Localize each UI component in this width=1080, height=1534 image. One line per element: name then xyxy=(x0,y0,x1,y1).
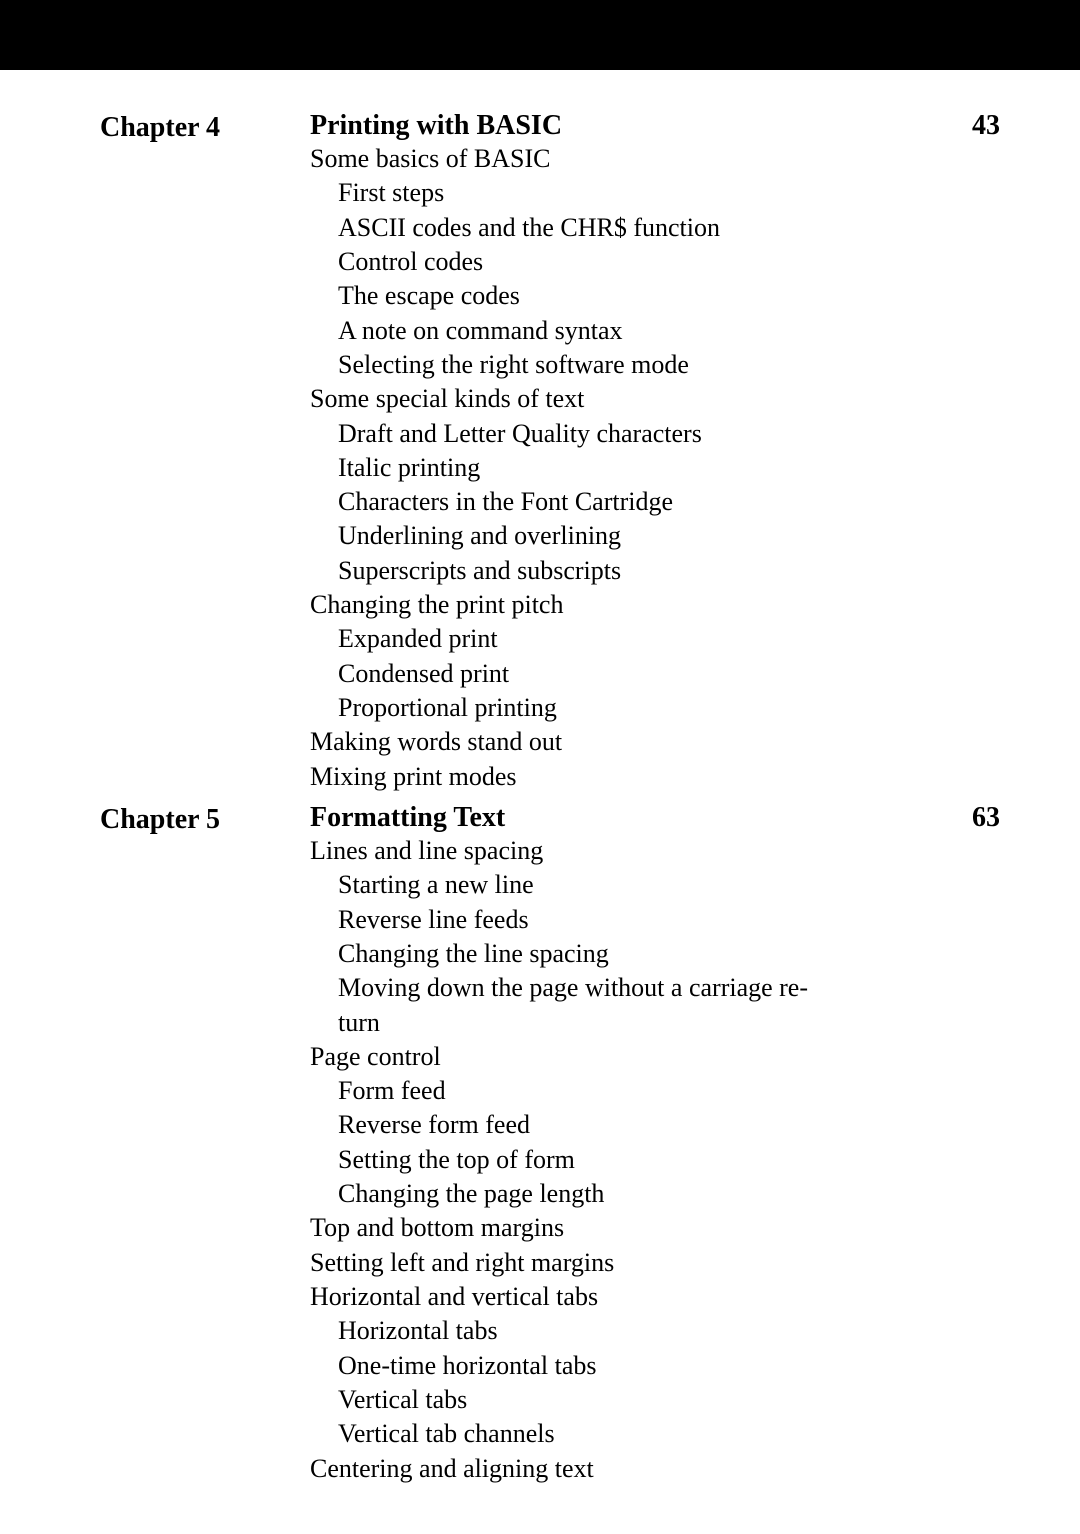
toc-line: Setting left and right margins xyxy=(310,1246,1010,1280)
toc-line: Expanded print xyxy=(310,622,1010,656)
toc-line: Mixing print modes xyxy=(310,760,1010,794)
toc-line: ASCII codes and the CHR$ function xyxy=(310,211,1010,245)
toc-line: Underlining and overlining xyxy=(310,519,1010,553)
top-black-bar xyxy=(0,0,1080,70)
toc-line: Reverse line feeds xyxy=(310,903,1010,937)
toc-line: Horizontal tabs xyxy=(310,1314,1010,1348)
toc-line: The escape codes xyxy=(310,279,1010,313)
toc-line: Setting the top of form xyxy=(310,1143,1010,1177)
toc-line: Some special kinds of text xyxy=(310,382,1010,416)
toc-line: Lines and line spacing xyxy=(310,834,1010,868)
chapter-4-body: Printing with BASIC 43 Some basics of BA… xyxy=(310,110,1010,794)
toc-line: Making words stand out xyxy=(310,725,1010,759)
toc-line: Moving down the page without a carriage … xyxy=(310,971,1010,1005)
chapter-4-label: Chapter 4 xyxy=(100,110,310,794)
toc-line: Starting a new line xyxy=(310,868,1010,902)
chapter-4-page: 43 xyxy=(972,110,1010,142)
chapter-5-block: Chapter 5 Formatting Text 63 Lines and l… xyxy=(100,802,1010,1486)
toc-line: Horizontal and vertical tabs xyxy=(310,1280,1010,1314)
toc-line: Selecting the right software mode xyxy=(310,348,1010,382)
chapter-5-page: 63 xyxy=(972,802,1010,834)
toc-line: Centering and aligning text xyxy=(310,1452,1010,1486)
toc-line: Some basics of BASIC xyxy=(310,142,1010,176)
toc-line: Draft and Letter Quality characters xyxy=(310,417,1010,451)
toc-line: Vertical tab channels xyxy=(310,1417,1010,1451)
chapter-5-body: Formatting Text 63 Lines and line spacin… xyxy=(310,802,1010,1486)
toc-line: Italic printing xyxy=(310,451,1010,485)
toc-line: Superscripts and subscripts xyxy=(310,554,1010,588)
chapter-5-title: Formatting Text xyxy=(310,802,505,834)
toc-line: First steps xyxy=(310,176,1010,210)
toc-line: Control codes xyxy=(310,245,1010,279)
toc-line: Characters in the Font Cartridge xyxy=(310,485,1010,519)
toc-content: Chapter 4 Printing with BASIC 43 Some ba… xyxy=(0,70,1080,1534)
toc-line: Form feed xyxy=(310,1074,1010,1108)
toc-line: A note on command syntax xyxy=(310,314,1010,348)
toc-line: Condensed print xyxy=(310,657,1010,691)
toc-line: Changing the print pitch xyxy=(310,588,1010,622)
chapter-4-header-row: Printing with BASIC 43 xyxy=(310,110,1010,142)
chapter-4-title: Printing with BASIC xyxy=(310,110,562,142)
toc-line: One-time horizontal tabs xyxy=(310,1349,1010,1383)
toc-line: Vertical tabs xyxy=(310,1383,1010,1417)
toc-line: Top and bottom margins xyxy=(310,1211,1010,1245)
toc-line: Proportional printing xyxy=(310,691,1010,725)
toc-line: Page control xyxy=(310,1040,1010,1074)
toc-line: Reverse form feed xyxy=(310,1108,1010,1142)
toc-line: Changing the page length xyxy=(310,1177,1010,1211)
toc-line: Changing the line spacing xyxy=(310,937,1010,971)
chapter-5-label: Chapter 5 xyxy=(100,802,310,1486)
chapter-4-block: Chapter 4 Printing with BASIC 43 Some ba… xyxy=(100,110,1010,794)
chapter-5-header-row: Formatting Text 63 xyxy=(310,802,1010,834)
toc-line: turn xyxy=(310,1006,1010,1040)
